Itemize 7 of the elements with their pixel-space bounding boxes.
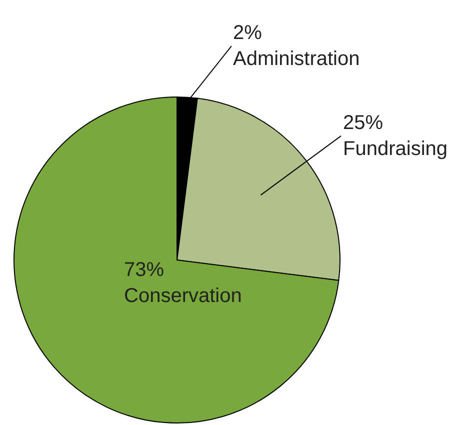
slice-label: Fundraising	[343, 138, 448, 160]
pie-slice	[14, 96, 340, 424]
data-label: 73%	[124, 259, 164, 281]
data-label: 25%	[343, 112, 384, 134]
slice-label: Administration	[233, 48, 360, 70]
slice-label: Conservation	[124, 285, 242, 307]
data-label: 2%	[233, 22, 262, 44]
